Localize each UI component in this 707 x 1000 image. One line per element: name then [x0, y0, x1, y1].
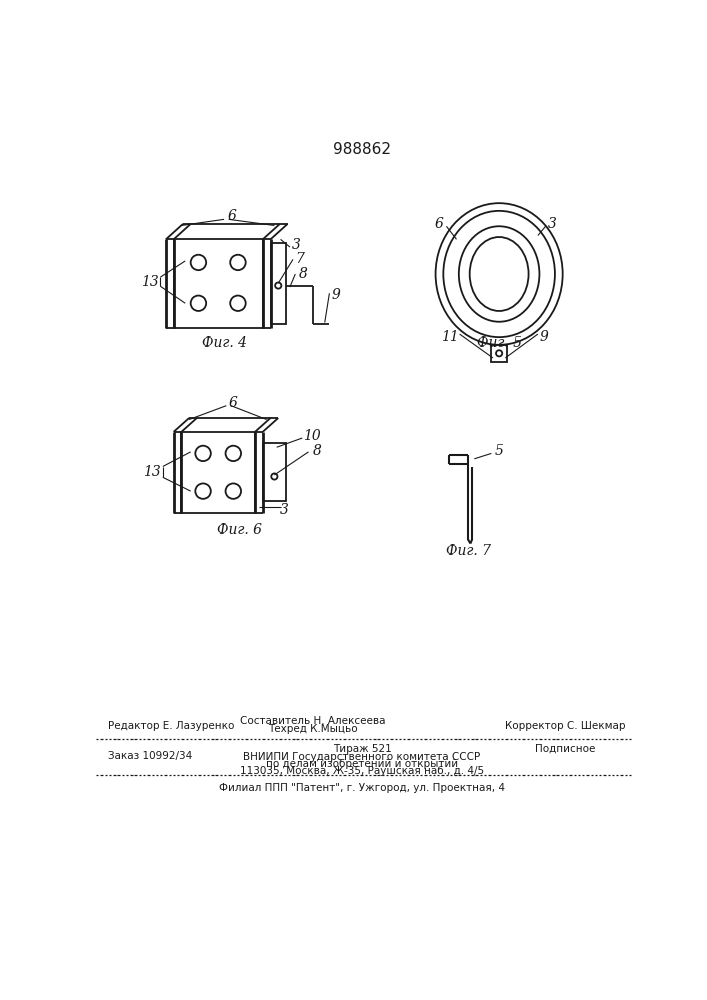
Text: 11: 11 [441, 330, 459, 344]
Text: 13: 13 [143, 465, 160, 479]
Text: Фиг. 4: Фиг. 4 [201, 336, 247, 350]
Bar [182, 432, 255, 513]
Text: Подписное: Подписное [534, 744, 595, 754]
Text: 6: 6 [435, 217, 444, 231]
Text: Заказ 10992/34: Заказ 10992/34 [107, 751, 192, 761]
Text: 8: 8 [298, 267, 308, 281]
Text: 5: 5 [495, 444, 503, 458]
Text: 988862: 988862 [333, 142, 391, 157]
Text: Фиг. 5: Фиг. 5 [477, 336, 522, 350]
Bar [174, 239, 263, 328]
Text: 113035, Москва, Ж-35, Раушская наб., д. 4/5: 113035, Москва, Ж-35, Раушская наб., д. … [240, 766, 484, 776]
Text: Тираж 521: Тираж 521 [332, 744, 392, 754]
Text: Корректор С. Шекмар: Корректор С. Шекмар [505, 721, 625, 731]
Text: 10: 10 [303, 429, 320, 443]
Bar [491, 345, 507, 362]
Text: Фиг. 7: Фиг. 7 [445, 544, 491, 558]
Text: 3: 3 [292, 238, 300, 252]
Bar [263, 443, 286, 501]
Text: Филиал ППП "Патент", г. Ужгород, ул. Проектная, 4: Филиал ППП "Патент", г. Ужгород, ул. Про… [219, 783, 505, 793]
Bar [271, 243, 286, 324]
Text: Редактор Е. Лазуренко: Редактор Е. Лазуренко [107, 721, 234, 731]
Text: 8: 8 [312, 444, 322, 458]
Text: 3: 3 [547, 217, 556, 231]
Text: Составитель Н. Алексеева: Составитель Н. Алексеева [240, 716, 386, 726]
Text: 9: 9 [332, 288, 341, 302]
Text: ВНИИПИ Государственного комитета СССР: ВНИИПИ Государственного комитета СССР [243, 752, 481, 762]
Text: 3: 3 [280, 503, 289, 517]
Text: 6: 6 [228, 209, 236, 223]
Text: Фиг. 6: Фиг. 6 [217, 523, 262, 537]
Text: по делам изобретений и открытий: по делам изобретений и открытий [266, 759, 458, 769]
Text: 7: 7 [296, 252, 305, 266]
Text: Техред К.Мыцьо: Техред К.Мыцьо [269, 724, 358, 734]
Text: 13: 13 [141, 275, 159, 289]
Text: 6: 6 [229, 396, 238, 410]
Text: 9: 9 [539, 330, 549, 344]
